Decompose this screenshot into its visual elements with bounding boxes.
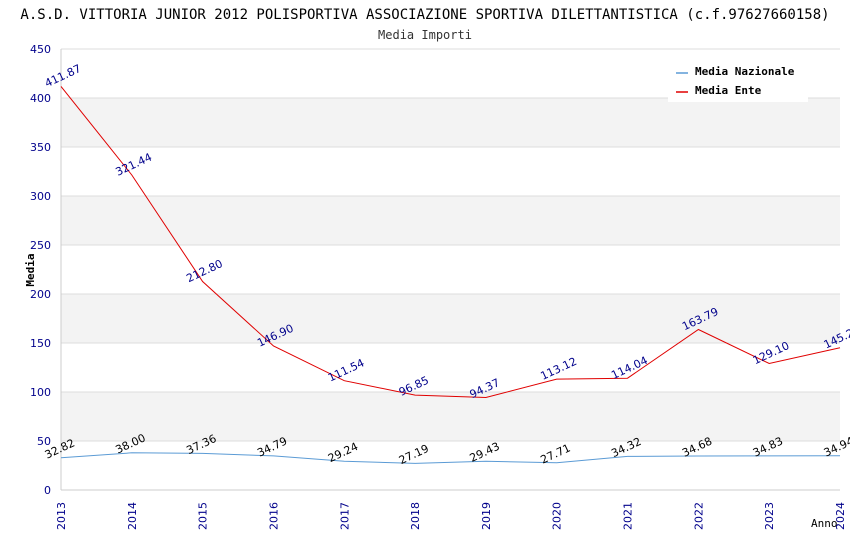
x-tick-label: 2021	[622, 502, 635, 530]
chart-subtitle: Media Importi	[378, 28, 472, 42]
y-tick-label: 0	[44, 484, 51, 497]
y-tick-label: 350	[30, 141, 51, 154]
series-line-media-ente	[60, 86, 841, 399]
y-tick-label: 200	[30, 288, 51, 301]
x-tick-label: 2018	[409, 502, 422, 530]
x-tick-label: 2016	[267, 502, 280, 530]
grid-band	[61, 392, 840, 441]
x-tick-label: 2020	[551, 502, 564, 530]
y-tick-label: 400	[30, 92, 51, 105]
grid-band	[61, 441, 840, 490]
x-tick-label: 2015	[197, 502, 210, 530]
x-tick-label: 2017	[338, 502, 351, 530]
series-lines	[60, 86, 841, 464]
x-tick-label: 2022	[692, 502, 705, 530]
y-axis-label: Media	[24, 253, 37, 286]
x-tick-label: 2023	[763, 502, 776, 530]
y-tick-label: 150	[30, 337, 51, 350]
x-tick-label: 2014	[126, 502, 139, 530]
grid-band	[61, 245, 840, 294]
legend-label-media-ente: Media Ente	[695, 84, 762, 97]
legend: Media Nazionale Media Ente	[668, 58, 808, 102]
y-tick-label: 300	[30, 190, 51, 203]
x-tick-label: 2013	[55, 502, 68, 530]
legend-box	[668, 58, 808, 102]
chart-title: A.S.D. VITTORIA JUNIOR 2012 POLISPORTIVA…	[20, 7, 829, 23]
grid-lines	[60, 48, 840, 491]
series-line-media-nazionale	[60, 452, 841, 464]
x-tick-label: 2019	[480, 502, 493, 530]
y-tick-labels: 0 50 100 150 200 250 300 350 400 450	[30, 43, 51, 497]
x-axis-label: Anno	[811, 517, 838, 530]
y-tick-label: 100	[30, 386, 51, 399]
x-tick-label: 2024	[834, 502, 847, 530]
y-tick-label: 450	[30, 43, 51, 56]
grid-band	[61, 98, 840, 147]
x-tick-labels: 2013 2014 2015 2016 2017 2018 2019 2020 2021 2022…	[55, 502, 847, 530]
grid-band	[61, 196, 840, 245]
legend-label-media-nazionale: Media Nazionale	[695, 65, 795, 78]
grid-bands	[61, 49, 840, 490]
y-tick-label: 50	[37, 435, 51, 448]
y-tick-label: 250	[30, 239, 51, 252]
grid-band	[61, 294, 840, 343]
grid-band	[61, 147, 840, 196]
grid-band	[61, 343, 840, 392]
